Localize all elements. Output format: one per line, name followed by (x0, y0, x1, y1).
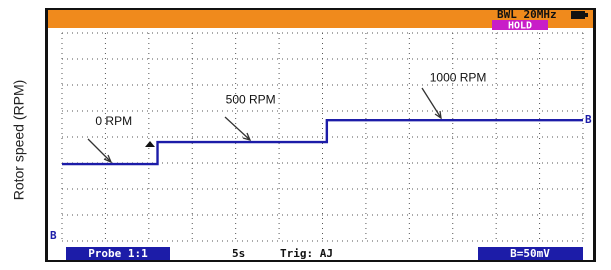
ground-marker: B (50, 229, 57, 242)
annotation: 500 RPM (226, 92, 276, 106)
trigger: Trig: AJ (280, 247, 333, 260)
probe-label: Probe 1:1 (88, 247, 148, 260)
screen (48, 28, 593, 245)
annotation: 1000 RPM (430, 70, 487, 84)
y-axis-label: Rotor speed (RPM) (11, 80, 27, 201)
hold-label: HOLD (508, 21, 532, 32)
annotation: 0 RPM (95, 114, 132, 128)
battery-icon (571, 11, 585, 19)
scale-label: B=50mV (510, 247, 550, 260)
timebase: 5s (232, 247, 245, 260)
page: Rotor speed (RPM) BWL 20MHz HOLD Probe 1… (0, 0, 611, 270)
bandwidth: BWL 20MHz (497, 8, 557, 21)
battery-tip (585, 13, 588, 17)
chart: Rotor speed (RPM) BWL 20MHz HOLD Probe 1… (0, 0, 611, 265)
trace-end-label: B (585, 113, 592, 126)
